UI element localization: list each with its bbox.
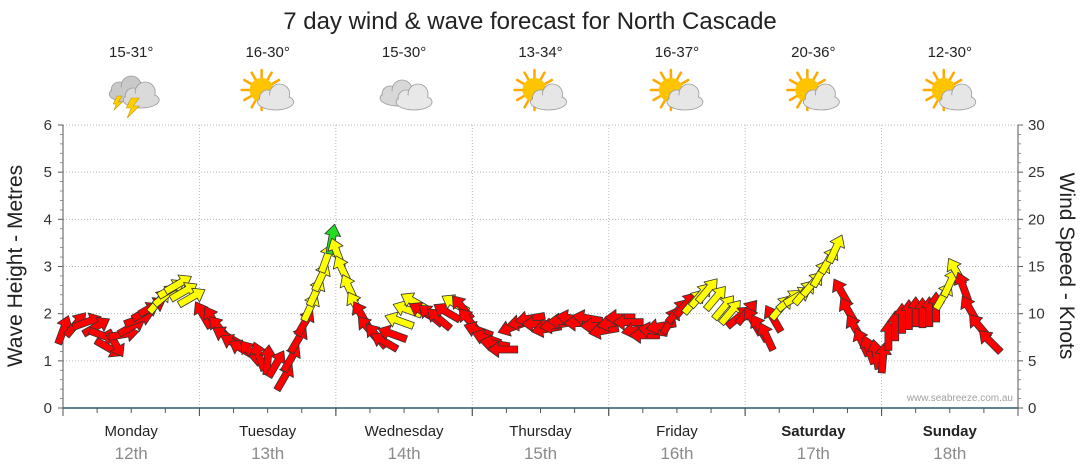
y-tick-label: 3 [44,259,52,276]
day-temperature: 15-31° [109,44,153,61]
y-axis-left-ticks: 0 1 2 3 4 5 6 [44,117,63,417]
wind-arrow [176,287,206,309]
credit-text: www.seabreeze.com.au [906,393,1013,404]
day-name-label: Tuesday [239,423,296,440]
cloud-shape [939,83,977,111]
day-temperature: 13-34° [518,44,562,61]
wind-arrow [280,344,301,374]
cloud-icon [379,79,433,111]
day-date-label: 15th [524,444,557,463]
cloud-shape [666,83,704,111]
sun-cloud-icon [240,68,295,112]
y2-tick-label: 25 [1028,164,1045,181]
cloud-shape [257,83,295,111]
sun-cloud-icon [649,68,704,112]
y-tick-label: 4 [44,211,52,228]
cloud-shape [530,83,567,111]
y-tick-label: 2 [44,306,52,323]
day-temperature: 20-36° [791,44,835,61]
sun-cloud-icon [922,68,977,112]
day-temperature: 15-30° [382,44,426,61]
y2-tick-label: 15 [1028,259,1045,276]
lightning-bolt [112,95,123,111]
sun-cloud-icon [513,68,567,112]
y2-tick-label: 20 [1028,211,1045,228]
y2-tick-label: 30 [1028,117,1045,134]
day-date-label: 12th [115,444,148,463]
y2-tick-label: 0 [1028,400,1036,417]
wind-arrow [273,363,294,393]
day-date-label: 18th [933,444,966,463]
wind-arrow [757,322,777,352]
storm-cloud-icon [108,75,160,119]
day-date-label: 14th [388,444,421,463]
y-axis-right-title: Wind Speed - Knots [1055,173,1078,360]
day-name-label: Saturday [781,423,846,440]
y-tick-label: 5 [44,164,52,181]
wind-arrow [377,324,408,343]
lightning-bolt [125,97,140,119]
chart-title: 7 day wind & wave forecast for North Cas… [283,8,777,35]
y-axis-left-title: Wave Height - Metres [4,165,27,367]
day-name-label: Wednesday [365,423,444,440]
day-temperature: 12-30° [928,44,972,61]
day-date-label: 13th [251,444,284,463]
cloud-shape [802,83,840,111]
y-tick-label: 6 [44,117,52,134]
day-temperature: 16-37° [655,44,699,61]
wind-arrow [978,330,1004,355]
day-date-label: 16th [660,444,693,463]
x-axis-days: Monday 12th Tuesday 13th Wednesday 14th Thursd… [62,408,1019,463]
sun-cloud-icon [786,68,840,112]
wind-series [54,223,1004,393]
day-name-label: Thursday [509,423,572,440]
day-name-label: Sunday [923,423,978,440]
day-temperature: 16-30° [245,44,289,61]
day-name-label: Friday [656,423,698,440]
wind-arrow [825,234,845,265]
day-name-label: Monday [105,423,159,440]
y-axis-right-ticks: 0 5 10 15 20 25 30 [1018,117,1045,417]
wind-arrow [487,341,519,358]
y2-tick-label: 5 [1028,353,1036,370]
cloud-shape [395,83,433,111]
wind-arrow [384,311,415,330]
y-tick-label: 0 [44,400,52,417]
weather-row: 15-31° 16-30° 15-30° 13-34° 16-37° 20-36° 12-3… [108,44,977,119]
y2-tick-label: 10 [1028,306,1045,323]
day-date-label: 17th [797,444,830,463]
y-tick-label: 1 [44,353,52,370]
